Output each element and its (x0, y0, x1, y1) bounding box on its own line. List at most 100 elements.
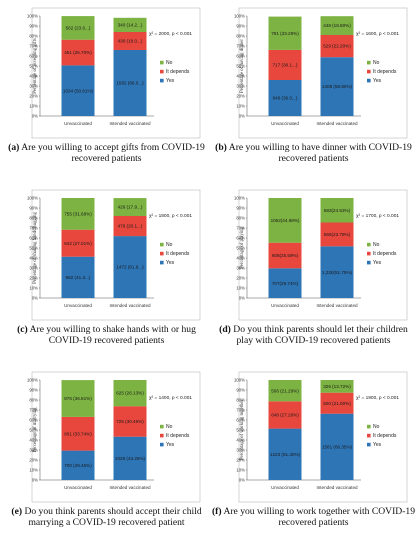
data-label: 648 (27.26%) (271, 413, 299, 418)
y-tick-label: 10% (236, 286, 245, 291)
chi-square-annotation: χ² = 1700, p < 0.001 (356, 213, 399, 219)
panel-f: 0% 10% 20% 30% 40% 50% 60% 70% 80% 90% 100% Percent… (211, 368, 416, 550)
chart-e: 0% 10% 20% 30% 40% 50% 60% 70% 80% 90% 100% Percent… (27, 371, 201, 503)
data-label: 1028 (43.25%) (115, 456, 146, 461)
legend-label: Yes (373, 442, 382, 448)
y-axis-label: Percentage of accepting gifts (33, 38, 38, 94)
y-tick-label: 10% (236, 104, 245, 109)
data-label: 1472 (61.9...) (116, 265, 144, 270)
x-tick-label: Unvaccinated (271, 485, 299, 490)
x-tick-label: Unvaccinated (271, 303, 299, 308)
y-tick-label: 100% (234, 14, 245, 19)
legend-label: No (373, 242, 380, 248)
legend-label: It depends (373, 251, 397, 257)
bar-segment-no (268, 16, 302, 50)
caption-text: Are you willing to have dinner with COVI… (228, 142, 412, 164)
caption-b: (b) Are you willing to have dinner with … (211, 142, 416, 164)
panel-b: 0% 10% 20% 30% 40% 50% 60% 70% 80% 90% 100% Percent… (211, 4, 416, 186)
y-tick-label: 0% (32, 478, 38, 483)
panel-e: 0% 10% 20% 30% 40% 50% 60% 70% 80% 90% 100% Percent… (4, 368, 209, 550)
y-tick-label: 100% (27, 14, 38, 19)
data-label: 982 (41.3...) (66, 275, 91, 280)
data-label: 755 (31.68%) (64, 211, 92, 216)
bar-segment-yes (113, 436, 147, 480)
legend-swatch (367, 424, 371, 429)
y-tick-label: 0% (239, 478, 245, 483)
caption-text: Are you willing to shake hands with or h… (29, 324, 196, 346)
data-label: 725 (30.46%) (116, 419, 144, 424)
y-tick-label: 30% (29, 448, 38, 453)
bar-segment-it-depends (113, 406, 147, 437)
x-tick-label: Unvaccinated (64, 485, 92, 490)
bar-segment-it-depends (268, 242, 302, 269)
y-tick-label: 40% (236, 74, 245, 79)
y-tick-label: 10% (29, 286, 38, 291)
bar-segment-yes (320, 57, 354, 116)
chi-square-annotation: χ² = 2000, p < 0.001 (149, 31, 192, 37)
chart-a: 0% 10% 20% 30% 40% 50% 60% 70% 80% 90% 100% Percent… (27, 7, 201, 139)
y-tick-label: 30% (29, 266, 38, 271)
bar-segment-yes (113, 236, 147, 298)
caption-text: Are you willing to accept gifts from COV… (21, 142, 205, 164)
data-label: 625 (26.13%) (116, 391, 144, 396)
y-axis-label: Percentage of playing (240, 226, 245, 268)
legend-label: Yes (373, 78, 382, 84)
bar-segment-it-depends (320, 222, 354, 247)
legend-swatch (160, 260, 164, 265)
bar-segment-it-depends (113, 216, 147, 237)
y-tick-label: 80% (29, 398, 38, 403)
bar-segment-no (320, 380, 354, 393)
data-label: 566(23.78%) (324, 232, 351, 237)
y-tick-label: 20% (236, 458, 245, 463)
caption-a: (a) Are you willing to accept gifts from… (4, 142, 209, 164)
y-tick-label: 0% (32, 296, 38, 301)
bar-segment-it-depends (61, 229, 95, 257)
caption-letter: (d) (219, 324, 231, 335)
y-tick-label: 60% (236, 418, 245, 423)
data-label: 583(24.53%) (324, 208, 351, 213)
y-tick-label: 30% (236, 84, 245, 89)
panel-a: 0% 10% 20% 30% 40% 50% 60% 70% 80% 90% 100% Percent… (4, 4, 209, 186)
bar-segment-no (320, 198, 354, 223)
legend-label: No (166, 424, 173, 430)
y-tick-label: 90% (29, 24, 38, 29)
y-tick-label: 20% (29, 94, 38, 99)
bar-segment-yes (113, 50, 147, 116)
y-tick-label: 30% (236, 448, 245, 453)
y-tick-label: 20% (29, 276, 38, 281)
bar-segment-it-depends (113, 32, 147, 50)
legend-label: It depends (166, 433, 190, 439)
bar-segment-yes (320, 246, 354, 298)
data-label: 717 (30.1...) (273, 63, 298, 68)
y-tick-label: 90% (236, 388, 245, 393)
y-tick-label: 60% (236, 54, 245, 59)
caption-f: (f) Are you willing to work together wit… (211, 506, 416, 528)
legend-swatch (160, 60, 164, 65)
legend-label: Yes (166, 442, 175, 448)
chart-d: 0% 10% 20% 30% 40% 50% 60% 70% 80% 90% 100% Percent… (234, 189, 408, 321)
data-label: 876 (36.81%) (64, 396, 92, 401)
y-tick-label: 40% (29, 74, 38, 79)
data-label: 1034 (50.61%) (63, 88, 94, 93)
data-label: 430 (18.0...) (118, 39, 143, 44)
caption-letter: (e) (11, 506, 23, 517)
data-label: 562 (23.6...) (66, 26, 91, 31)
legend-swatch (160, 433, 164, 438)
legend-swatch (160, 251, 164, 256)
chi-square-annotation: χ² = 1400, p < 0.001 (149, 395, 192, 401)
x-tick-label: Unvaccinated (271, 121, 299, 126)
x-tick-label: Intended vaccinated (109, 303, 151, 308)
x-tick-label: Intended vaccinated (109, 485, 151, 490)
data-label: 1408 (58.80%) (322, 84, 353, 89)
bar-segment-it-depends (61, 39, 95, 66)
bar-segment-yes (320, 413, 354, 480)
y-tick-label: 40% (29, 438, 38, 443)
caption-letter: (a) (8, 142, 20, 153)
legend-swatch (367, 442, 371, 447)
legend-swatch (367, 60, 371, 65)
x-tick-label: Unvaccinated (64, 303, 92, 308)
legend-swatch (160, 424, 164, 429)
y-tick-label: 100% (27, 196, 38, 201)
y-tick-label: 50% (29, 246, 38, 251)
legend-label: It depends (373, 69, 397, 75)
